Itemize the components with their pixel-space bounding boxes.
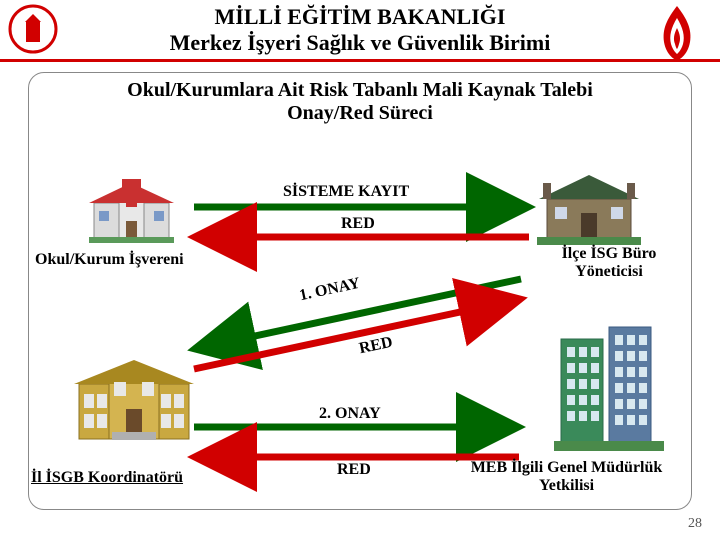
label-sisteme-kayit: SİSTEME KAYIT xyxy=(283,183,409,201)
mansion-icon xyxy=(529,169,649,254)
school-icon xyxy=(84,175,179,250)
node-label-top-right-1: İlçe İSG Büro xyxy=(562,245,657,262)
node-label-top-right-2: Yöneticisi xyxy=(575,263,643,280)
node-label-bottom-right-1: MEB İlgili Genel Müdürlük xyxy=(471,459,663,476)
node-label-bottom-right-2: Yetkilisi xyxy=(539,477,594,494)
subtitle: Okul/Kurumlara Ait Risk Tabanlı Mali Kay… xyxy=(29,73,691,129)
label-onay2: 2. ONAY xyxy=(319,405,381,423)
govt-building-icon xyxy=(64,354,204,454)
flame-icon xyxy=(652,4,702,54)
page-number: 28 xyxy=(688,516,702,532)
label-red-bottom: RED xyxy=(337,461,371,479)
header-title-1: MİLLİ EĞİTİM BAKANLIĞI xyxy=(0,4,720,30)
subtitle-line2: Onay/Red Süreci xyxy=(287,102,433,124)
header: MİLLİ EĞİTİM BAKANLIĞI Merkez İşyeri Sağ… xyxy=(0,0,720,62)
flow-diagram: SİSTEME KAYIT RED 1. ONAY RED 2. ONAY RE… xyxy=(29,129,691,509)
label-onay1: 1. ONAY xyxy=(298,275,362,305)
towers-icon xyxy=(549,319,669,459)
header-title-2: Merkez İşyeri Sağlık ve Güvenlik Birimi xyxy=(0,30,720,56)
node-label-bottom-left: İl İSGB Koordinatörü xyxy=(31,469,221,487)
meb-logo-icon xyxy=(8,4,58,54)
node-label-top-right: İlçe İSG Büro Yöneticisi xyxy=(534,245,684,281)
node-label-top-left: Okul/Kurum İşvereni xyxy=(35,251,210,269)
label-red-diag: RED xyxy=(357,334,394,359)
node-label-bottom-right: MEB İlgili Genel Müdürlük Yetkilisi xyxy=(449,459,684,495)
subtitle-line1: Okul/Kurumlara Ait Risk Tabanlı Mali Kay… xyxy=(127,79,593,101)
label-red-top: RED xyxy=(341,215,375,233)
content-frame: Okul/Kurumlara Ait Risk Tabanlı Mali Kay… xyxy=(28,72,692,510)
